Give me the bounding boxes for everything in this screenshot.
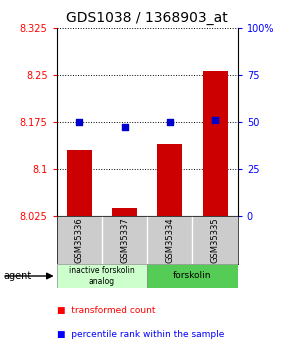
Point [213, 117, 218, 122]
Bar [67, 150, 92, 216]
Text: agent: agent [3, 271, 31, 281]
Bar [157, 144, 182, 216]
Point [122, 125, 127, 130]
Text: inactive forskolin
analog: inactive forskolin analog [69, 266, 135, 286]
Bar [147, 264, 238, 288]
Title: GDS1038 / 1368903_at: GDS1038 / 1368903_at [66, 11, 228, 25]
Text: GSM35335: GSM35335 [211, 217, 220, 263]
Bar [57, 264, 147, 288]
Point [168, 119, 172, 124]
Text: forskolin: forskolin [173, 272, 212, 280]
Text: GSM35337: GSM35337 [120, 217, 129, 263]
Text: GSM35334: GSM35334 [165, 217, 174, 263]
Point [77, 119, 81, 124]
Bar [112, 208, 137, 216]
Text: ■  transformed count: ■ transformed count [57, 306, 155, 315]
Bar [203, 71, 228, 216]
Text: GSM35336: GSM35336 [75, 217, 84, 263]
Text: ■  percentile rank within the sample: ■ percentile rank within the sample [57, 330, 224, 339]
